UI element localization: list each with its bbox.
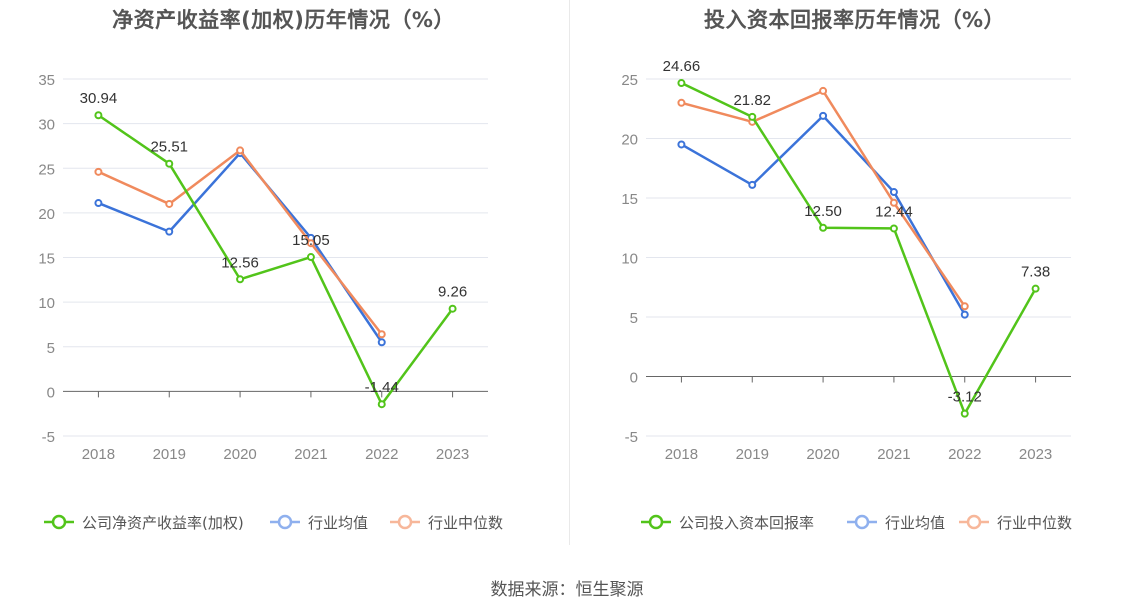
data-point — [306, 239, 315, 248]
y-tick-label: -5 — [625, 429, 638, 446]
data-label: 21.82 — [733, 92, 771, 109]
data-point — [94, 167, 103, 176]
y-tick-label: 5 — [47, 340, 55, 357]
series-line — [681, 89, 966, 307]
data-point — [748, 112, 757, 121]
legend-label: 公司投入资本回报率 — [679, 514, 814, 532]
y-tick-label: 20 — [38, 206, 55, 223]
x-tick-label: 2018 — [82, 446, 115, 463]
data-label: 7.38 — [1021, 264, 1050, 281]
data-label: -3.12 — [948, 389, 982, 406]
x-tick-label: 2019 — [153, 446, 186, 463]
data-point — [165, 199, 174, 208]
y-tick-label: 25 — [38, 161, 55, 178]
data-point — [165, 159, 174, 168]
series-line — [680, 81, 1037, 415]
data-point — [306, 253, 315, 262]
y-tick-label: 0 — [630, 370, 638, 387]
y-tick-label: 0 — [47, 384, 55, 401]
x-tick-label: 2023 — [436, 446, 469, 463]
y-tick-label: 30 — [38, 117, 55, 134]
x-tick-label: 2020 — [223, 446, 256, 463]
data-point — [889, 224, 898, 233]
legend-marker — [966, 514, 982, 530]
legend-marker — [277, 514, 293, 530]
roic-chart-panel: 投入资本回报率历年情况（%） -5 0 5 10 15 20 25 2018 2019 2020 2… — [571, 0, 1134, 560]
x-tick-label: 2021 — [294, 446, 327, 463]
x-tick-label: 2021 — [877, 446, 910, 463]
x-tick-label: 2020 — [806, 446, 839, 463]
data-point — [819, 223, 828, 232]
x-tick-label: 2023 — [1019, 446, 1052, 463]
roic-line-chart: -5 0 5 10 15 20 25 2018 2019 2020 2021 2022 2023 24.6… — [621, 58, 1072, 532]
data-point — [889, 188, 898, 197]
data-point — [819, 111, 828, 120]
roe-line-chart: -5 0 5 10 15 20 25 30 35 2018 2019 2020 2021 2022 2023… — [38, 72, 503, 532]
data-point — [960, 409, 969, 418]
data-label: 30.94 — [80, 90, 118, 107]
data-label: 12.50 — [804, 203, 842, 220]
y-tick-label: 25 — [621, 72, 638, 89]
y-tick-label: 15 — [621, 191, 638, 208]
data-point — [677, 79, 686, 88]
data-point — [377, 400, 386, 409]
legend-label: 公司净资产收益率(加权) — [82, 514, 244, 532]
data-label: 24.66 — [663, 58, 701, 75]
data-point — [236, 146, 245, 155]
legend-label: 行业中位数 — [428, 514, 503, 532]
data-point — [889, 198, 898, 207]
legend-label: 行业均值 — [308, 514, 368, 532]
data-label: 25.51 — [150, 139, 188, 156]
x-tick-label: 2022 — [948, 446, 981, 463]
legend-marker — [648, 514, 664, 530]
y-tick-label: 35 — [38, 72, 55, 89]
legend-marker — [51, 514, 67, 530]
y-tick-label: 20 — [621, 132, 638, 149]
data-source-note: 数据来源：恒生聚源 — [490, 580, 644, 600]
x-tick-label: 2018 — [665, 446, 698, 463]
data-label: 9.26 — [438, 284, 467, 301]
data-label: 12.56 — [221, 254, 259, 271]
data-point — [448, 304, 457, 313]
data-point — [377, 338, 386, 347]
legend-marker — [854, 514, 870, 530]
y-tick-label: -5 — [42, 429, 55, 446]
data-point — [94, 199, 103, 208]
x-tick-label: 2022 — [365, 446, 398, 463]
y-tick-label: 10 — [38, 295, 55, 312]
y-tick-label: 15 — [38, 251, 55, 268]
x-tick-label: 2019 — [736, 446, 769, 463]
data-point — [1031, 284, 1040, 293]
legend-label: 行业均值 — [885, 514, 945, 532]
data-point — [677, 140, 686, 149]
panel-divider — [569, 0, 570, 545]
data-point — [960, 302, 969, 311]
roe-chart-panel: 净资产收益率(加权)历年情况（%） -5 0 5 10 15 20 25 30 35 2018 20… — [0, 0, 567, 560]
data-label: 12.44 — [875, 203, 913, 220]
data-point — [165, 227, 174, 236]
chart-title: 投入资本回报率历年情况（%） — [703, 8, 1006, 32]
data-label: 15.05 — [292, 232, 330, 249]
chart-title: 净资产收益率(加权)历年情况（%） — [112, 8, 455, 32]
data-point — [819, 86, 828, 95]
y-tick-label: 10 — [621, 251, 638, 268]
data-point — [960, 310, 969, 319]
series-line — [97, 149, 383, 336]
data-point — [677, 98, 686, 107]
data-point — [377, 330, 386, 339]
y-tick-label: 5 — [630, 310, 638, 327]
data-point — [236, 275, 245, 284]
data-point — [94, 111, 103, 120]
legend-marker — [397, 514, 413, 530]
data-point — [748, 180, 757, 189]
series-line — [97, 114, 454, 406]
data-label: -1.44 — [365, 379, 399, 396]
legend-label: 行业中位数 — [997, 514, 1072, 532]
